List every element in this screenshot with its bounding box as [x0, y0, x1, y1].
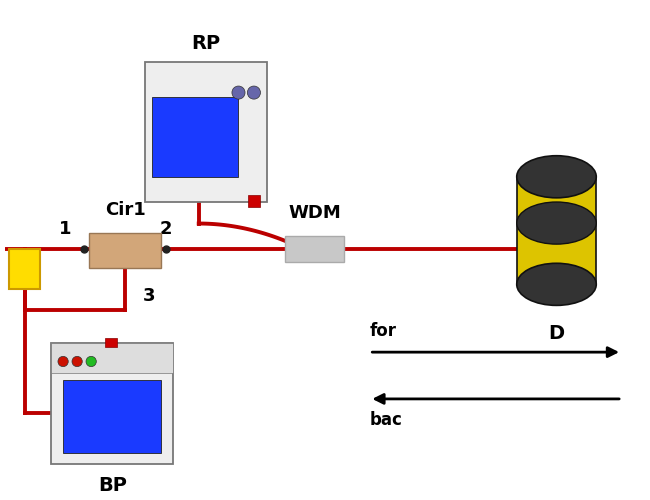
Bar	[9, 250, 40, 289]
Bar	[152, 98, 239, 177]
Bar	[248, 196, 259, 207]
Text: bac: bac	[369, 410, 402, 428]
Text: for: for	[369, 322, 396, 340]
Text: RP: RP	[191, 34, 220, 53]
Text: 3: 3	[142, 286, 155, 304]
Bar	[105, 338, 117, 347]
FancyBboxPatch shape	[285, 236, 344, 262]
Text: 1: 1	[59, 220, 72, 238]
FancyBboxPatch shape	[145, 62, 266, 202]
Text: BP: BP	[98, 476, 127, 495]
Text: WDM: WDM	[288, 204, 341, 222]
Ellipse shape	[517, 264, 596, 306]
Bar	[63, 380, 161, 452]
Circle shape	[86, 356, 96, 366]
Circle shape	[58, 356, 68, 366]
Circle shape	[248, 86, 261, 99]
Circle shape	[232, 86, 245, 99]
Text: Cir1: Cir1	[105, 201, 146, 219]
Ellipse shape	[517, 202, 596, 244]
Text: 2: 2	[160, 220, 172, 238]
Ellipse shape	[517, 156, 596, 198]
Bar	[51, 343, 173, 373]
Circle shape	[72, 356, 83, 366]
FancyBboxPatch shape	[89, 233, 161, 268]
Text: D: D	[549, 324, 565, 343]
Bar	[517, 177, 596, 284]
FancyBboxPatch shape	[51, 343, 173, 464]
